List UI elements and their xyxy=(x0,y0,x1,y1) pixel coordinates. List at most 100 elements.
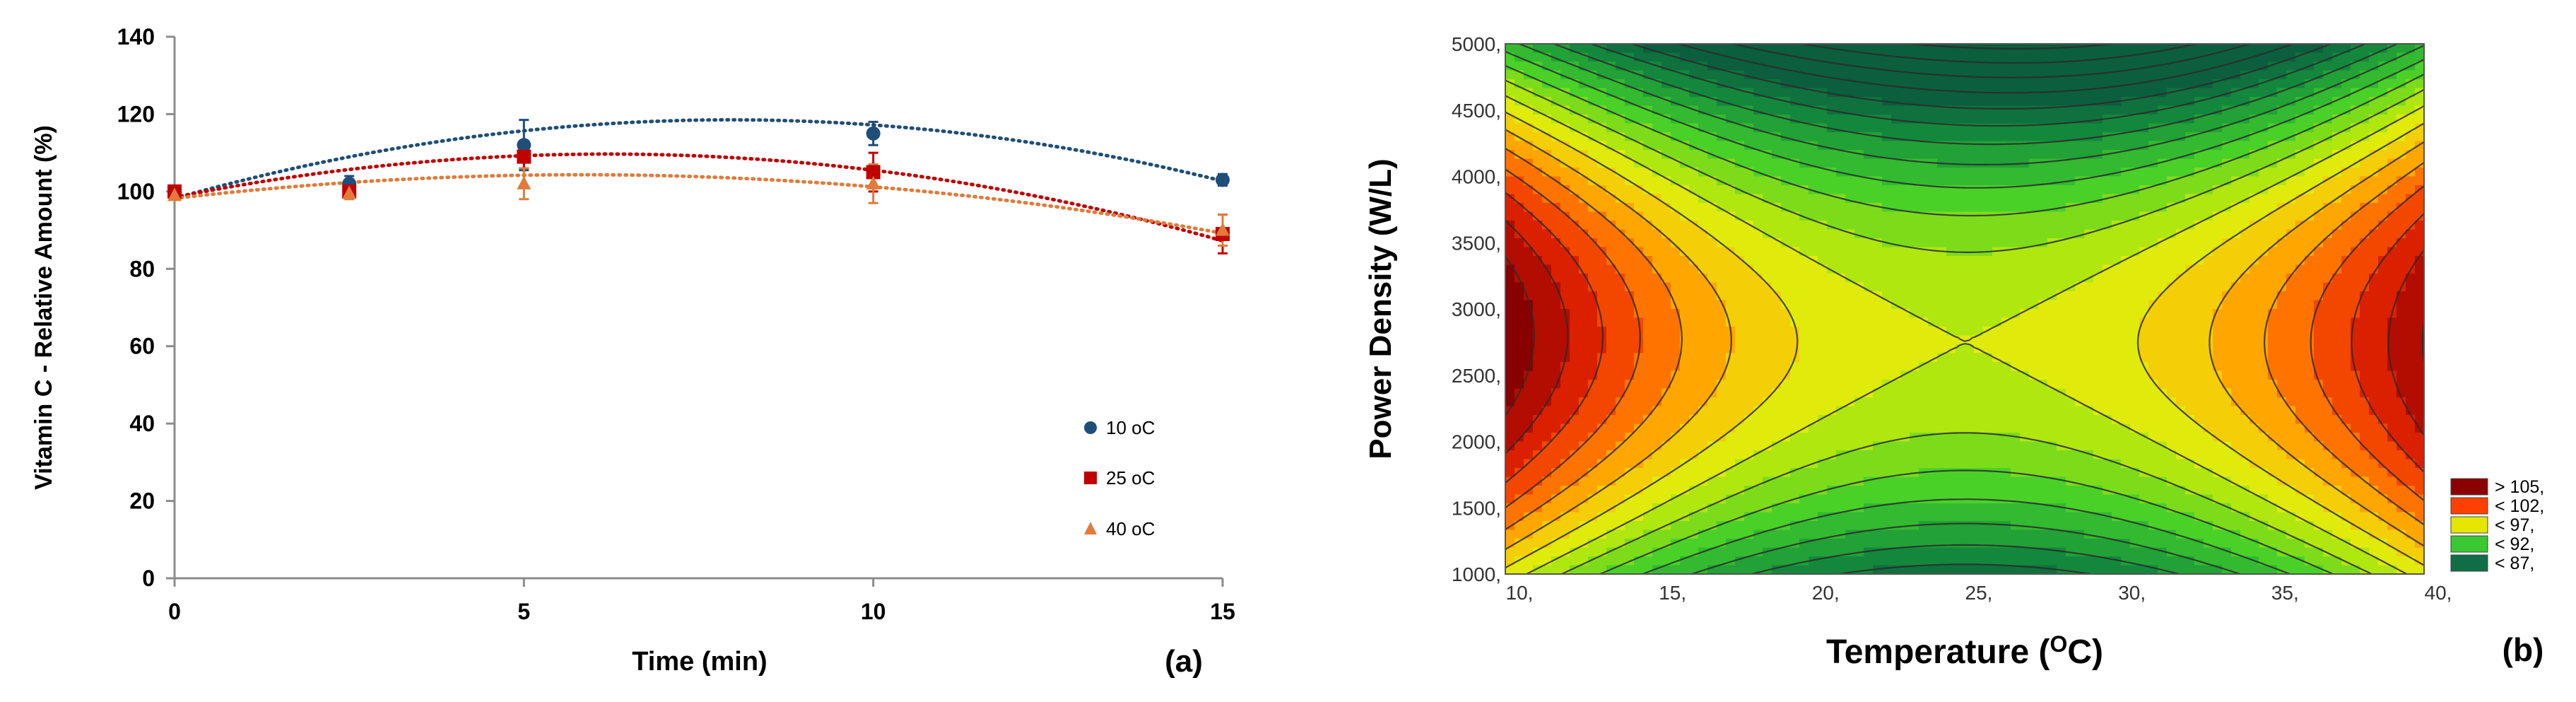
panel-b-heatmap-cell xyxy=(1689,97,1699,107)
panel-b-heatmap-cell xyxy=(2387,344,2397,354)
panel-b-heatmap-cell xyxy=(2066,433,2076,443)
panel-b-heatmap-cell xyxy=(1763,406,1772,416)
panel-b-heatmap-cell xyxy=(2360,450,2370,460)
panel-b-heatmap-cell xyxy=(2185,344,2195,354)
panel-b-heatmap-cell xyxy=(1845,52,1855,62)
panel-b-heatmap-cell xyxy=(2259,370,2269,380)
panel-b-heatmap-cell xyxy=(1717,274,1727,283)
panel-b-heatmap-cell xyxy=(1753,150,1763,160)
panel-b-heatmap-cell xyxy=(2066,247,2076,257)
panel-b-heatmap-cell xyxy=(1919,388,1929,398)
panel-b-heatmap-cell xyxy=(2314,406,2324,416)
panel-b-heatmap-cell xyxy=(1946,150,1956,160)
panel-b-heatmap-cell xyxy=(1560,52,1570,62)
panel-b-heatmap-cell xyxy=(1707,291,1717,301)
panel-b-heatmap-cell xyxy=(1560,476,1570,486)
panel-b-heatmap-cell xyxy=(1671,415,1681,425)
panel-b-heatmap-cell xyxy=(1781,221,1791,230)
panel-b-heatmap-cell xyxy=(1588,450,1598,460)
panel-b-heatmap-cell xyxy=(1643,476,1653,486)
panel-b-heatmap-cell xyxy=(1625,158,1635,168)
panel-b-heatmap-cell xyxy=(1873,317,1883,327)
panel-b-heatmap-cell xyxy=(2268,238,2278,248)
panel-b-heatmap-cell xyxy=(1873,353,1883,363)
panel-b-heatmap-cell xyxy=(1726,194,1736,204)
panel-b-heatmap-cell xyxy=(1744,256,1754,266)
panel-b-heatmap-cell xyxy=(1919,221,1929,230)
panel-b-heatmap-cell xyxy=(2038,423,2048,433)
panel-b-heatmap-cell xyxy=(1579,158,1589,168)
panel-b-heatmap-cell xyxy=(1588,132,1598,142)
panel-b-heatmap-cell xyxy=(1707,229,1717,239)
panel-b-heatmap-cell xyxy=(1533,468,1543,478)
panel-b-heatmap-cell xyxy=(2406,450,2416,460)
panel-b-heatmap-cell xyxy=(1643,406,1653,416)
panel-b-heatmap-cell xyxy=(1955,79,1965,89)
panel-b-heatmap-cell xyxy=(1882,317,1892,327)
panel-b-heatmap-cell xyxy=(1551,353,1561,363)
panel-b-heatmap-cell xyxy=(1698,97,1708,107)
panel-b-heatmap-cell xyxy=(1928,150,1938,160)
panel-b-heatmap-cell xyxy=(2176,344,2186,354)
panel-b-heatmap-cell xyxy=(1919,238,1929,248)
panel-b-heatmap-cell xyxy=(1772,194,1782,204)
panel-b-heatmap-cell xyxy=(1570,327,1580,337)
panel-b-heatmap-cell xyxy=(2323,168,2333,177)
panel-b-heatmap-cell xyxy=(1680,229,1690,239)
panel-b-heatmap-cell xyxy=(2139,327,2149,337)
panel-b-heatmap-cell xyxy=(2369,282,2379,292)
panel-b-heatmap-cell xyxy=(1726,415,1736,425)
panel-b-heatmap-cell xyxy=(1524,264,1534,274)
panel-b-heatmap-cell xyxy=(2378,185,2388,195)
panel-b-heatmap-cell xyxy=(2102,423,2112,433)
panel-b-heatmap-cell xyxy=(2029,317,2039,327)
panel-b-heatmap-cell xyxy=(1551,221,1561,230)
panel-b-heatmap-cell xyxy=(1845,353,1855,363)
panel-b-heatmap-cell xyxy=(2047,158,2057,168)
panel-b-heatmap-cell xyxy=(1643,247,1653,257)
panel-b-heatmap-cell xyxy=(1845,459,1855,469)
panel-b-heatmap-cell xyxy=(1992,185,2002,195)
panel-b-heatmap-cell xyxy=(2102,274,2112,283)
panel-b-heatmap-cell xyxy=(1689,459,1699,469)
panel-b-heatmap-cell xyxy=(1662,353,1671,363)
panel-b-heatmap-cell xyxy=(2057,168,2066,177)
panel-b-heatmap-cell xyxy=(1753,115,1763,124)
panel-b-heatmap-cell xyxy=(1928,309,1938,319)
panel-b-heatmap-cell xyxy=(1873,370,1883,380)
panel-b-heatmap-cell xyxy=(1533,211,1543,221)
panel-b-heatmap-cell xyxy=(2130,238,2140,248)
panel-b-heatmap-cell xyxy=(2378,150,2388,160)
panel-b-heatmap-cell xyxy=(1707,123,1717,133)
panel-b-heatmap-cell xyxy=(1965,388,1975,398)
panel-b-heatmap-cell xyxy=(2240,450,2250,460)
panel-b-heatmap-cell xyxy=(1533,476,1543,486)
panel-a-data-point xyxy=(517,138,531,153)
panel-b-heatmap-cell xyxy=(1726,282,1736,292)
panel-b-heatmap-cell xyxy=(1919,168,1929,177)
panel-b-heatmap-cell xyxy=(2259,150,2269,160)
panel-b-heatmap-cell xyxy=(2148,70,2158,80)
panel-b-heatmap-cell xyxy=(1560,211,1570,221)
panel-b-heatmap-cell xyxy=(2066,229,2076,239)
panel-b-heatmap-cell xyxy=(2204,150,2213,160)
panel-b-heatmap-cell xyxy=(1560,433,1570,443)
panel-b-heatmap-cell xyxy=(1588,274,1598,283)
panel-b-heatmap-cell xyxy=(2369,105,2379,115)
panel-b-heatmap-cell xyxy=(1698,256,1708,266)
panel-b-heatmap-cell xyxy=(1891,168,1901,177)
panel-b-heatmap-cell xyxy=(1542,335,1552,345)
panel-b-heatmap-cell xyxy=(2130,309,2140,319)
panel-b-heatmap-cell xyxy=(2148,105,2158,115)
panel-b-heatmap-cell xyxy=(1854,115,1864,124)
panel-b-heatmap-cell xyxy=(2038,256,2048,266)
panel-b-heatmap-cell xyxy=(1992,150,2002,160)
panel-b-heatmap-cell xyxy=(2396,450,2406,460)
panel-b-heatmap-cell xyxy=(2341,247,2351,257)
panel-b-heatmap-cell xyxy=(2084,468,2094,478)
panel-b-heatmap-cell xyxy=(2167,282,2177,292)
panel-b-heatmap-cell xyxy=(2332,70,2342,80)
panel-b-heatmap-cell xyxy=(1505,317,1515,327)
panel-b-heatmap-cell xyxy=(1790,335,1800,345)
panel-b-heatmap-cell xyxy=(1753,450,1763,460)
